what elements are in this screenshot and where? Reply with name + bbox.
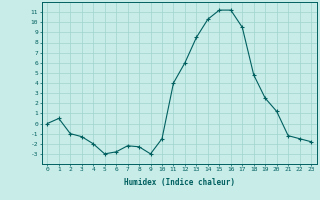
X-axis label: Humidex (Indice chaleur): Humidex (Indice chaleur) [124,178,235,187]
